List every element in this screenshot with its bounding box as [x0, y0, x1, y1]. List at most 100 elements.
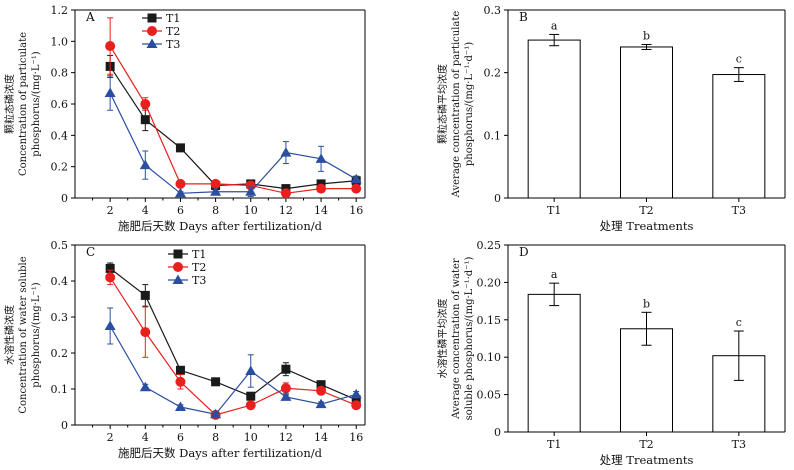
x-tick-label: 2: [107, 204, 114, 217]
y-tick-label: 0.15: [477, 314, 502, 327]
x-tick-label: 16: [349, 204, 363, 217]
x-tick-label: 14: [314, 431, 328, 444]
legend-label: T2: [192, 261, 206, 274]
x-tick-label: T1: [547, 438, 561, 451]
y-axis-label: phosphorus/(mg·L⁻¹): [31, 51, 42, 156]
x-axis-label: 施肥后天数 Days after fertilization/d: [118, 219, 323, 233]
y-axis-label: Average concentration of particulate: [451, 11, 462, 199]
legend-marker: [172, 274, 184, 284]
data-point: [246, 391, 256, 401]
y-tick-label: 0.2: [51, 161, 69, 174]
y-tick-label: 0.3: [484, 4, 502, 17]
y-tick-label: 1.2: [51, 4, 69, 17]
data-point: [316, 380, 326, 390]
data-point: [350, 388, 362, 399]
chart-panel-B: 0 0.1 0.2 0.3 B 颗粒态磷平均浓度 Average concentration…: [436, 4, 786, 233]
significance-letter: b: [643, 297, 650, 310]
significance-letter: a: [551, 19, 558, 32]
x-tick-label: 12: [279, 204, 293, 217]
data-point: [140, 99, 151, 109]
data-point: [245, 400, 256, 411]
x-tick-label: T2: [639, 438, 653, 451]
data-point: [139, 381, 151, 392]
data-point: [350, 173, 362, 184]
x-tick-label: 14: [314, 204, 328, 217]
y-tick-label: 0.4: [51, 129, 69, 142]
data-point: [316, 385, 327, 396]
legend-marker: [147, 26, 157, 36]
legend-marker: [173, 249, 183, 259]
x-tick-label: 16: [349, 431, 363, 444]
legend-label: T3: [166, 38, 180, 51]
y-tick-label: 0: [61, 192, 68, 205]
data-point: [104, 87, 116, 98]
bar: [527, 293, 581, 433]
series-line: [109, 45, 357, 194]
data-point: [245, 186, 257, 196]
data-point: [281, 364, 291, 374]
data-point: [280, 391, 292, 401]
data-point: [175, 376, 186, 387]
x-tick-label: 4: [142, 431, 149, 444]
legend-label: T1: [166, 12, 180, 25]
data-point: [210, 186, 222, 196]
panel-label: B: [519, 10, 528, 24]
data-point: [139, 159, 151, 170]
x-tick-label: T3: [732, 204, 746, 217]
y-tick-label: 0: [61, 419, 68, 432]
data-point: [210, 178, 221, 189]
x-tick-label: 10: [244, 204, 258, 217]
data-point: [175, 178, 186, 189]
y-tick-label: 0.05: [477, 389, 502, 402]
y-axis-label: Average concentration of water: [451, 258, 462, 420]
data-point: [105, 272, 116, 283]
x-axis-label: 施肥后天数 Days after fertilization/d: [118, 446, 323, 460]
series-T2: [105, 17, 362, 199]
y-tick-label: 0.1: [51, 383, 69, 396]
y-axis-label: phosphorus/(mg·L⁻¹·d⁻¹): [464, 42, 475, 166]
x-tick-label: T1: [547, 204, 561, 217]
y-tick-label: 0: [494, 426, 501, 439]
y-axis-label: 水溶性磷浓度: [3, 305, 16, 365]
x-tick-label: 2: [107, 431, 114, 444]
x-tick-label: 10: [244, 431, 258, 444]
legend-label: T2: [166, 25, 180, 38]
data-point: [245, 180, 256, 191]
x-tick-label: 8: [212, 204, 219, 217]
y-tick-label: 0.1: [484, 129, 502, 142]
y-axis-label: phosphorus/(mg·L⁻¹): [31, 282, 42, 387]
bar: [620, 328, 673, 433]
y-tick-label: 0.4: [51, 275, 69, 288]
x-tick-label: T3: [732, 438, 746, 451]
series-T1: [105, 54, 361, 194]
data-point: [140, 327, 151, 338]
y-axis-label: 颗粒态磷平均浓度: [436, 64, 449, 144]
y-tick-label: 0.20: [477, 276, 502, 289]
data-point: [175, 365, 185, 375]
chart-panel-A: 0 0.2 0.4 0.6 0.8 1.0 1.2 A 颗粒态磷浓度 Concentration …: [3, 4, 366, 233]
data-point: [140, 290, 150, 300]
significance-letter: c: [736, 53, 742, 66]
data-point: [280, 147, 292, 157]
data-point: [280, 383, 291, 394]
y-tick-label: 0.10: [477, 351, 502, 364]
x-tick-label: 6: [177, 204, 184, 217]
legend-marker: [146, 38, 158, 48]
x-tick-label: 6: [177, 431, 184, 444]
data-point: [105, 263, 115, 273]
legend-label: T1: [192, 248, 206, 261]
legend-label: T3: [192, 274, 206, 287]
bar: [527, 39, 581, 199]
data-point: [175, 143, 185, 153]
y-tick-label: 0: [494, 192, 501, 205]
y-tick-label: 0.5: [51, 239, 69, 252]
series-T3: [104, 75, 362, 198]
chart-panel-C: 0 0.1 0.2 0.3 0.4 0.5 C 水溶性磷浓度 Concentration of …: [3, 239, 366, 460]
chart-panel-D: 0 0.05 0.10 0.15 0.20 0.25 D 水溶性磷平均浓度 Average co…: [436, 239, 786, 467]
y-axis-label: 颗粒态磷浓度: [3, 74, 16, 134]
x-tick-label: 4: [142, 204, 149, 217]
data-point: [315, 153, 327, 163]
